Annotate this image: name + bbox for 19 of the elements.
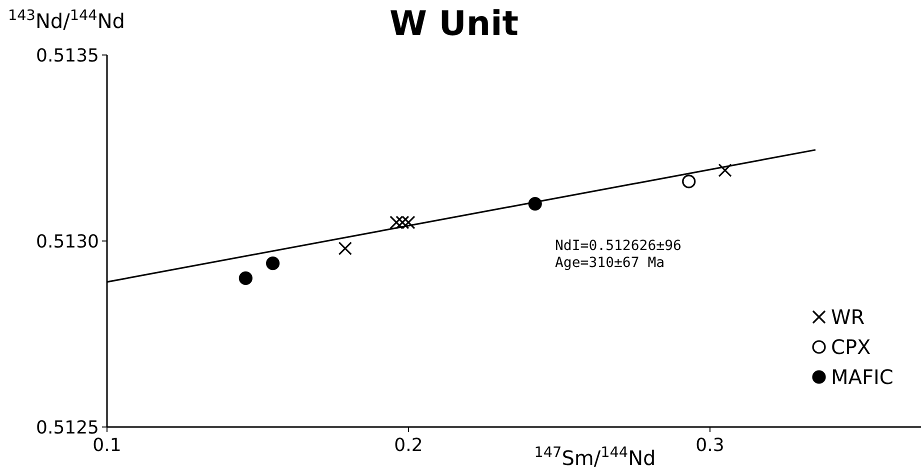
point xyxy=(528,197,542,211)
y-axis-title: $^{143}$Nd/$^{144}$Nd xyxy=(8,8,125,33)
point xyxy=(682,174,696,188)
annotation: Age=310±67 Ma xyxy=(555,255,665,271)
chart-title: W Unit xyxy=(389,4,519,44)
y-tick-label: 0.5130 xyxy=(36,231,99,252)
point xyxy=(718,164,732,178)
point xyxy=(396,216,410,230)
x-tick-label: 0.3 xyxy=(696,435,724,456)
annotation: NdI=0.512626±96 xyxy=(555,238,682,254)
point xyxy=(266,256,280,270)
point xyxy=(238,271,252,285)
y-tick-label: 0.5135 xyxy=(36,45,99,66)
x-axis-title: $^{147}$Sm/$^{144}$Nd xyxy=(534,445,656,470)
legend-label: MAFIC xyxy=(831,365,894,389)
legend-label: CPX xyxy=(831,335,872,359)
x-tick-label: 0.2 xyxy=(394,435,423,456)
legend-label: WR xyxy=(831,305,865,329)
point xyxy=(338,242,352,256)
